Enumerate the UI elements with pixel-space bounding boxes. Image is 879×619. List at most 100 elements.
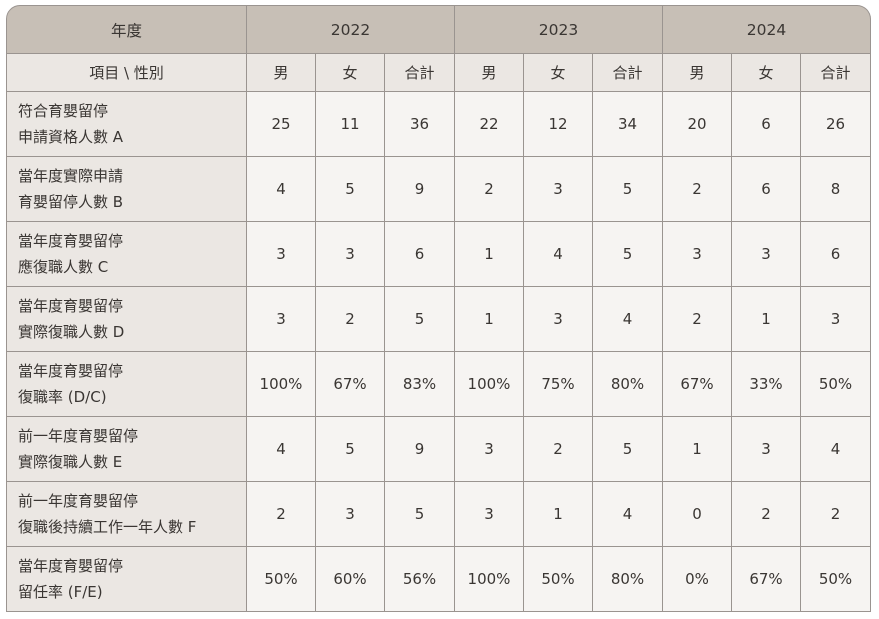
year-corner-header: 年度 [6, 5, 247, 54]
table-cell: 4 [247, 417, 316, 482]
table-cell: 3 [524, 287, 593, 352]
row-label-line1: 前一年度育嬰留停 [18, 492, 139, 510]
table-cell: 12 [524, 92, 593, 157]
row-label-line1: 當年度育嬰留停 [18, 232, 124, 250]
table-cell: 5 [593, 157, 663, 222]
table-cell: 5 [593, 222, 663, 287]
row-label: 當年度育嬰留停 實際復職人數 D [6, 287, 247, 352]
table-row: 當年度育嬰留停 復職率 (D/C) 100% 67% 83% 100% 75% 8… [6, 352, 871, 417]
table-cell: 5 [385, 287, 455, 352]
row-label-line1: 當年度實際申請 [18, 167, 124, 185]
row-label-line2: 實際復職人數 E [18, 453, 123, 471]
row-label-line1: 當年度育嬰留停 [18, 297, 124, 315]
table-cell: 6 [801, 222, 871, 287]
row-label: 前一年度育嬰留停復職後持續工作一年人數 F [6, 482, 247, 547]
row-label-line1: 符合育嬰留停 [18, 102, 109, 120]
table-cell: 50% [247, 547, 316, 612]
table-cell: 80% [593, 352, 663, 417]
table-cell: 9 [385, 417, 455, 482]
table-cell: 2 [801, 482, 871, 547]
row-label-line1: 當年度育嬰留停 [18, 362, 124, 380]
table-cell: 6 [385, 222, 455, 287]
table-cell: 60% [316, 547, 385, 612]
table-cell: 26 [801, 92, 871, 157]
gender-header-male: 男 [663, 54, 732, 92]
table-cell: 50% [801, 547, 871, 612]
table-cell: 3 [316, 482, 385, 547]
row-label-line2: 育嬰留停人數 B [18, 193, 124, 211]
table-cell: 8 [801, 157, 871, 222]
year-header-row: 年度 2022 2023 2024 [6, 5, 871, 54]
table-cell: 22 [455, 92, 524, 157]
table-cell: 3 [455, 417, 524, 482]
row-label-line2: 復職率 (D/C) [18, 388, 107, 406]
gender-header-total: 合計 [385, 54, 455, 92]
table-cell: 11 [316, 92, 385, 157]
item-gender-header: 項目 \ 性別 [6, 54, 247, 92]
row-label: 當年度育嬰留停 復職率 (D/C) [6, 352, 247, 417]
table-cell: 100% [455, 352, 524, 417]
table-cell: 1 [732, 287, 801, 352]
table-cell: 3 [663, 222, 732, 287]
table-cell: 9 [385, 157, 455, 222]
table-cell: 25 [247, 92, 316, 157]
table-cell: 2 [247, 482, 316, 547]
year-header-2024: 2024 [663, 5, 871, 54]
table-cell: 3 [247, 222, 316, 287]
year-header-2022: 2022 [247, 5, 455, 54]
table-cell: 2 [524, 417, 593, 482]
table-row: 前一年度育嬰留停 復職後持續工作一年人數 F 2 3 5 3 1 4 0 2 2 [6, 482, 871, 547]
table-cell: 3 [455, 482, 524, 547]
table-cell: 1 [524, 482, 593, 547]
row-label: 當年度實際申請 育嬰留停人數 B [6, 157, 247, 222]
table-cell: 100% [247, 352, 316, 417]
table-cell: 4 [524, 222, 593, 287]
table-cell: 1 [663, 417, 732, 482]
table-cell: 0 [663, 482, 732, 547]
table-cell: 67% [663, 352, 732, 417]
table-cell: 5 [385, 482, 455, 547]
table-cell: 0% [663, 547, 732, 612]
table-row: 前一年度育嬰留停 實際復職人數 E 4 5 9 3 2 5 1 3 4 [6, 417, 871, 482]
table-row: 符合育嬰留停 申請資格人數 A 25 11 36 22 12 34 20 6 26 [6, 92, 871, 157]
row-label: 符合育嬰留停 申請資格人數 A [6, 92, 247, 157]
row-label-line1: 當年度育嬰留停 [18, 557, 124, 575]
table-cell: 6 [732, 92, 801, 157]
row-label-line2: 留任率 (F/E) [18, 583, 103, 601]
row-label: 當年度育嬰留停 留任率 (F/E) [6, 547, 247, 612]
row-label-line1: 前一年度育嬰留停 [18, 427, 139, 445]
table-row: 當年度育嬰留停 留任率 (F/E) 50% 60% 56% 100% 50% 80… [6, 547, 871, 612]
table-cell: 100% [455, 547, 524, 612]
gender-header-male: 男 [247, 54, 316, 92]
table-cell: 83% [385, 352, 455, 417]
table-cell: 75% [524, 352, 593, 417]
gender-header-row: 項目 \ 性別 男 女 合計 男 女 合計 男 女 合計 [6, 54, 871, 92]
gender-header-total: 合計 [801, 54, 871, 92]
row-label-line2: 應復職人數 C [18, 258, 109, 276]
table-cell: 4 [801, 417, 871, 482]
table-cell: 50% [524, 547, 593, 612]
row-label: 前一年度育嬰留停 實際復職人數 E [6, 417, 247, 482]
table-cell: 36 [385, 92, 455, 157]
table-cell: 3 [524, 157, 593, 222]
table-cell: 1 [455, 287, 524, 352]
table-cell: 80% [593, 547, 663, 612]
table-cell: 20 [663, 92, 732, 157]
row-label-line2: 復職後持續工作一年人數 F [18, 518, 197, 536]
table-cell: 2 [663, 287, 732, 352]
table-cell: 3 [316, 222, 385, 287]
gender-header-female: 女 [732, 54, 801, 92]
table-cell: 3 [732, 222, 801, 287]
table-cell: 3 [247, 287, 316, 352]
table-cell: 4 [593, 482, 663, 547]
parental-leave-table-container: 年度 2022 2023 2024 項目 \ 性別 男 女 合計 男 女 合計 … [6, 5, 871, 612]
table-cell: 5 [316, 417, 385, 482]
parental-leave-table: 年度 2022 2023 2024 項目 \ 性別 男 女 合計 男 女 合計 … [6, 5, 871, 612]
table-cell: 3 [801, 287, 871, 352]
table-cell: 56% [385, 547, 455, 612]
table-cell: 2 [316, 287, 385, 352]
table-cell: 5 [593, 417, 663, 482]
row-label: 當年度育嬰留停 應復職人數 C [6, 222, 247, 287]
table-cell: 2 [663, 157, 732, 222]
table-cell: 34 [593, 92, 663, 157]
